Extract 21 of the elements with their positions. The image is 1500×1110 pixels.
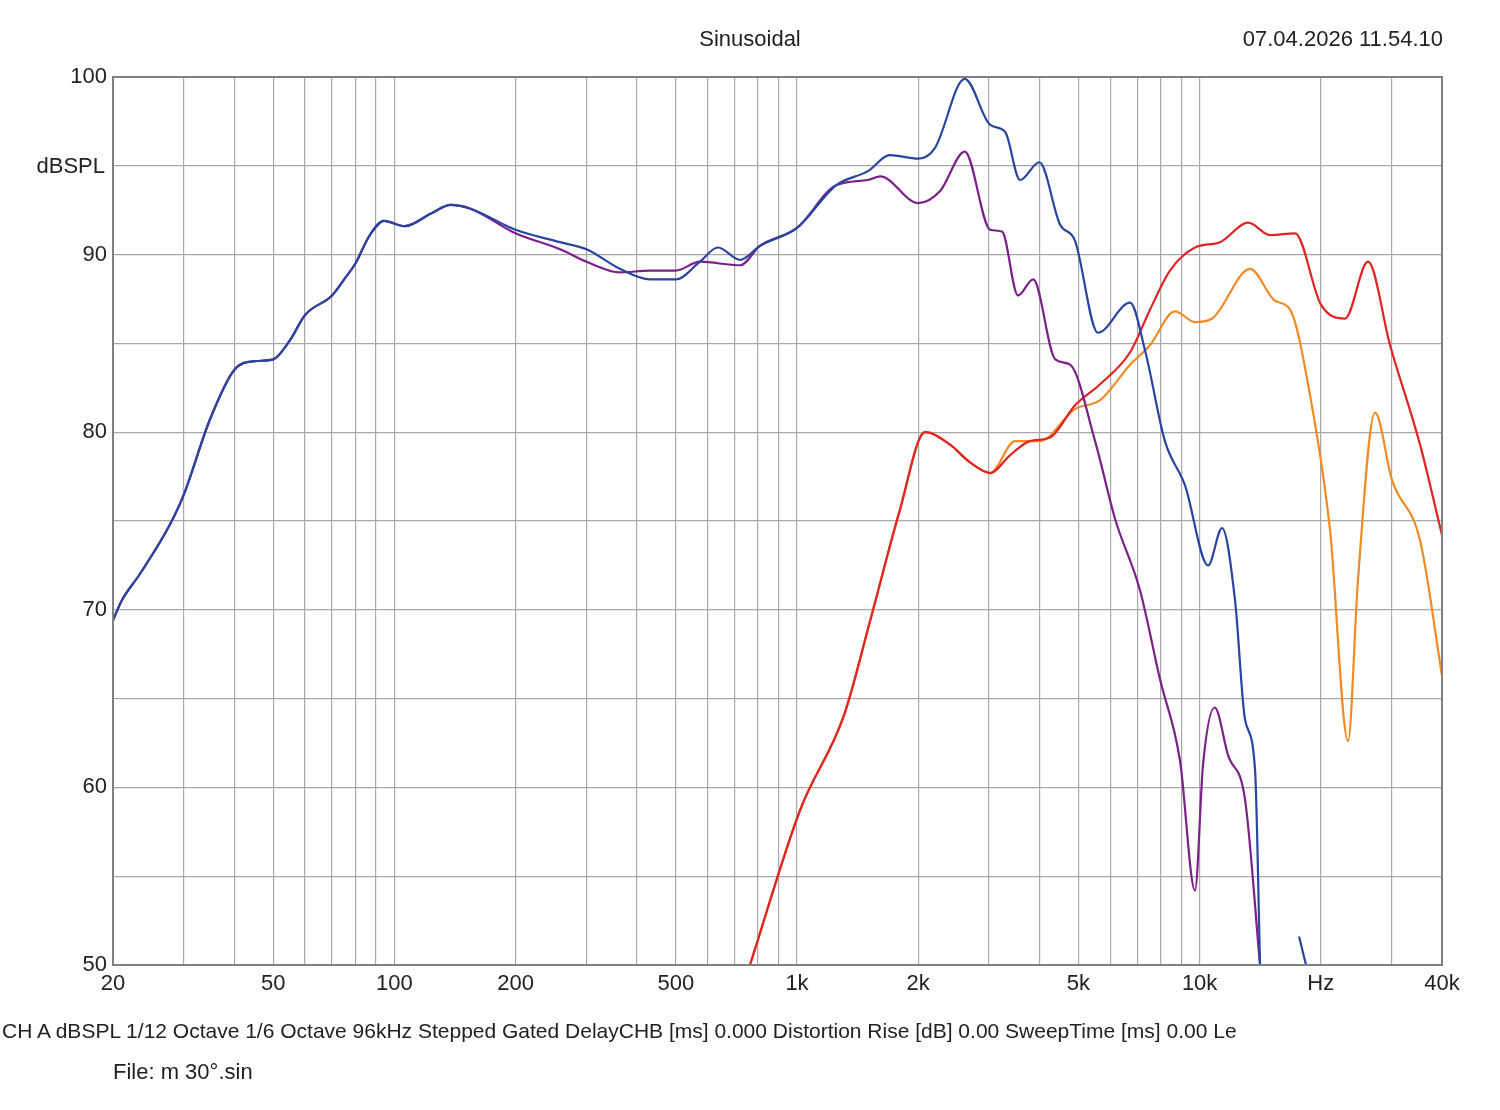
y-axis-title: dBSPL xyxy=(36,153,105,179)
x-tick-label: 50 xyxy=(260,970,286,996)
x-tick-label: 20 xyxy=(100,970,126,996)
chart-title: Sinusoidal xyxy=(699,26,801,52)
text: 07.04.2026 11.54.10 xyxy=(1242,26,1443,52)
x-tick-label: 5k xyxy=(1066,970,1092,996)
x-tick-label: 40k xyxy=(1424,970,1461,996)
y-tick-label: 60 xyxy=(82,773,107,799)
x-tick-label: 10k xyxy=(1181,970,1219,996)
x-tick-label: 200 xyxy=(497,970,534,996)
text: CH A dBSPL 1/12 Octave 1/6 Octave 96kHz Stepped Gated DelayCHB [ms] 0.000 Distortion Rise [dB] 0.00 SweepTime [ms] 0.00 Le xyxy=(2,1019,1237,1043)
x-tick-label: 2k xyxy=(906,970,931,996)
y-tick-label: 90 xyxy=(82,240,107,266)
x-tick-label: Hz xyxy=(1307,970,1335,996)
x-tick-label: 100 xyxy=(376,970,413,996)
text: File: m 30°.sin xyxy=(113,1059,253,1085)
y-tick-label: 70 xyxy=(82,595,107,621)
x-tick-label: 500 xyxy=(657,970,695,996)
y-tick-label: 80 xyxy=(82,418,107,444)
x-tick-label: 1k xyxy=(785,970,810,996)
y-tick-label: 100 xyxy=(70,63,107,89)
